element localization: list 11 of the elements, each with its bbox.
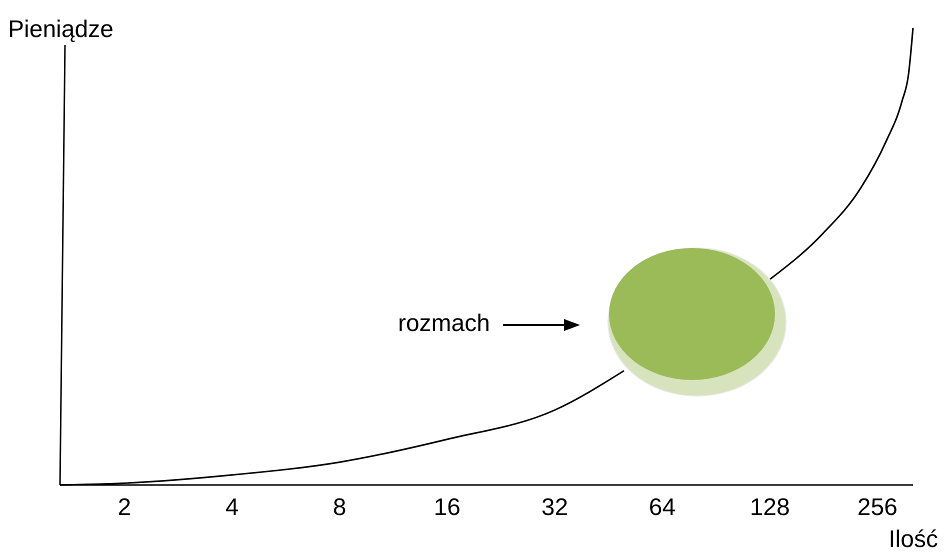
- x-tick-label: 8: [332, 494, 346, 521]
- x-tick-label: 2: [118, 494, 132, 521]
- x-tick-label: 256: [857, 494, 898, 521]
- x-tick-label: 16: [434, 494, 461, 521]
- y-axis-title: Pieniądze: [8, 16, 114, 43]
- x-tick-label: 32: [541, 494, 568, 521]
- x-tick-label: 64: [648, 494, 676, 521]
- x-axis-title: Ilość: [888, 526, 938, 552]
- x-tick-label: 4: [225, 494, 239, 521]
- x-tick-label: 128: [750, 494, 790, 521]
- annotation: rozmach: [398, 310, 490, 337]
